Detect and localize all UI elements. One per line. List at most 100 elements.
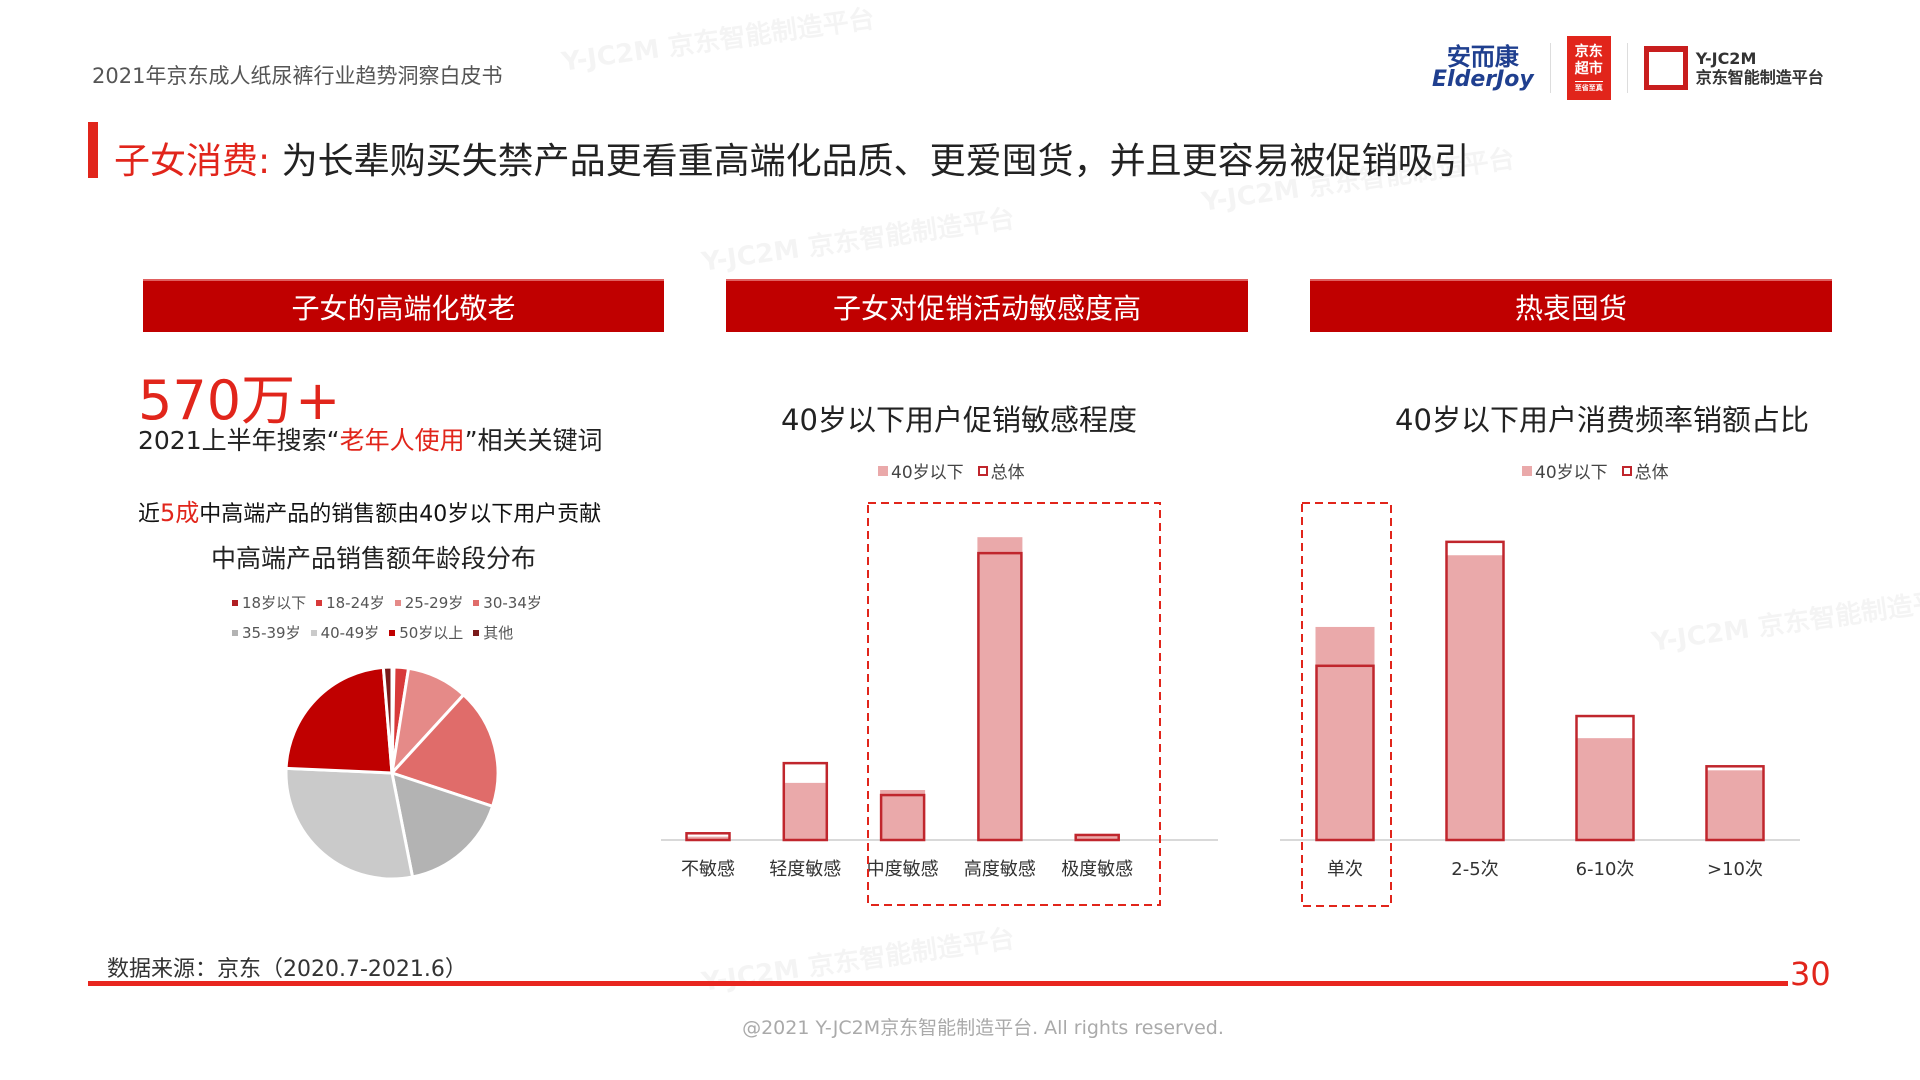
pie-slice-30-34岁: [389, 692, 500, 809]
legend-label: 30-34岁: [483, 594, 542, 612]
legend-label: 其他: [483, 624, 514, 642]
highlight-box: [867, 502, 1161, 906]
elderjoy-logo: 安而康 ElderJoy: [1432, 45, 1534, 91]
pie-legend: 18岁以下 18-24岁 25-29岁 30-34岁: [232, 592, 542, 613]
bar-under40-2-5次: [1445, 555, 1505, 840]
bar-total-轻度敏感: [782, 761, 829, 842]
bar-total-极度敏感: [1074, 833, 1120, 842]
text: ”相关关键词: [464, 426, 603, 455]
x-tick-label: 中度敏感: [867, 859, 939, 880]
bar-total-中度敏感: [879, 793, 926, 842]
big-number: 570万+: [138, 369, 341, 432]
logo-group: 安而康 ElderJoy 京东 超市 至省至真 Y-JC2M 京东智能制造平台: [1432, 36, 1824, 100]
pie-slice-其他: [381, 665, 394, 774]
section-header-premium: 子女的高端化敬老: [143, 279, 664, 332]
x-tick-label: 高度敏感: [964, 859, 1036, 880]
legend-swatch: [389, 629, 396, 636]
bar-total-2-5次: [1445, 540, 1505, 842]
divider: [1549, 43, 1551, 93]
legend-item: 18岁以下: [232, 592, 306, 613]
title-text: 为长辈购买失禁产品更看重高端化品质、更爱囤货，并且更容易被促销吸引: [270, 141, 1470, 182]
elderjoy-logo-en: ElderJoy: [1432, 67, 1534, 92]
bar-under40-不敏感: [685, 836, 731, 840]
bar-total-高度敏感: [977, 551, 1023, 842]
x-tick-label: 单次: [1327, 859, 1363, 880]
bar-total-6-10次: [1575, 714, 1635, 842]
legend-item: 25-29岁: [394, 592, 464, 613]
yjc2m-mark-icon: [1643, 46, 1688, 90]
bar-under40-6-10次: [1575, 738, 1635, 840]
document-title: 2021年京东成人纸尿裤行业趋势洞察白皮书: [92, 64, 503, 88]
x-tick-label: >10次: [1707, 859, 1763, 880]
legend-label: 总体: [1634, 463, 1669, 483]
legend-swatch: [473, 599, 480, 606]
jd-supermarket-logo: 京东 超市 至省至真: [1566, 36, 1611, 100]
keyword-text: 2021上半年搜索“老年人使用”相关关键词: [138, 421, 603, 457]
legend-label: 18岁以下: [242, 594, 307, 612]
legend-swatch-outline: [1621, 465, 1632, 476]
footer-rule: [88, 981, 1788, 986]
contribution-text: 近5成中高端产品的销售额由40岁以下用户贡献: [138, 493, 601, 528]
yjc2m-logo: Y-JC2M 京东智能制造平台: [1643, 46, 1824, 90]
page-title: 子女消费: 为长辈购买失禁产品更看重高端化品质、更爱囤货，并且更容易被促销吸引: [114, 132, 1470, 184]
x-tick-label: 极度敏感: [1061, 859, 1133, 880]
yjc2m-logo-cn: 京东智能制造平台: [1695, 68, 1824, 87]
pie-legend: 35-39岁 40-49岁 50岁以上 其他: [232, 622, 513, 643]
legend-label: 总体: [990, 463, 1025, 483]
keyword-highlight: 老年人使用: [339, 426, 465, 455]
text: 近: [138, 502, 161, 527]
pie-slice-50岁以上: [284, 665, 394, 775]
highlight: 5成: [160, 499, 200, 527]
bar-under40->10次: [1705, 770, 1765, 840]
bar-total-单次: [1315, 664, 1375, 842]
x-tick-label: 轻度敏感: [769, 859, 841, 880]
text: 中高端产品的销售额由40岁以下用户贡献: [199, 502, 602, 527]
copyright: @2021 Y-JC2M京东智能制造平台. All rights reserve…: [742, 1017, 1224, 1039]
legend-swatch: [232, 599, 238, 606]
yjc2m-logo-en: Y-JC2M: [1695, 48, 1757, 68]
legend-item: 40-49岁: [310, 622, 380, 643]
legend-swatch: [310, 629, 317, 636]
section-header-stockpiling: 热衷囤货: [1310, 279, 1832, 332]
jd-logo-text: 京东: [1574, 44, 1603, 60]
bar-total->10次: [1705, 765, 1765, 842]
legend-item: 30-34岁: [473, 592, 542, 613]
legend-swatch-outline: [977, 465, 988, 476]
text: 2021上半年搜索“: [138, 426, 340, 455]
jd-logo-slogan: 至省至真: [1574, 80, 1603, 92]
legend-swatch-fill: [1522, 465, 1532, 476]
bar-under40-中度敏感: [880, 790, 926, 840]
title-accent-bar: [88, 122, 98, 178]
legend-item: 35-39岁: [232, 622, 301, 643]
legend-swatch: [232, 629, 238, 636]
chart-legend: 40岁以下 总体: [1522, 458, 1669, 483]
legend-label: 50岁以上: [399, 624, 464, 642]
elderjoy-logo-cn: 安而康: [1446, 43, 1519, 71]
chart-title: 40岁以下用户消费频率销额占比: [1395, 403, 1809, 437]
legend-swatch: [473, 629, 480, 636]
legend-swatch: [316, 599, 323, 606]
chart-title: 40岁以下用户促销敏感程度: [781, 403, 1137, 437]
highlight-box: [1301, 502, 1392, 907]
pie-title: 中高端产品销售额年龄段分布: [211, 544, 537, 573]
section-header-promotion: 子女对促销活动敏感度高: [726, 279, 1248, 332]
bar-under40-单次: [1315, 626, 1375, 840]
legend-label: 25-29岁: [404, 594, 464, 612]
title-highlight: 子女消费:: [114, 141, 271, 182]
legend-item: 18-24岁: [316, 592, 385, 613]
legend-label: 35-39岁: [242, 624, 301, 642]
bar-under40-高度敏感: [977, 537, 1023, 840]
legend-label: 40-49岁: [320, 624, 380, 642]
x-tick-label: 不敏感: [681, 859, 735, 880]
legend-label: 40岁以下: [1535, 463, 1608, 483]
legend-item: 其他: [473, 622, 513, 643]
chart-legend: 40岁以下 总体: [878, 458, 1025, 483]
pie-slice-40-49岁: [284, 766, 415, 881]
legend-label: 40岁以下: [891, 463, 964, 483]
legend-label: 18-24岁: [326, 594, 385, 612]
bar-under40-轻度敏感: [782, 782, 828, 840]
legend-swatch: [394, 599, 401, 606]
legend-item: 50岁以上: [389, 622, 463, 643]
page-number: 30: [1790, 955, 1831, 993]
